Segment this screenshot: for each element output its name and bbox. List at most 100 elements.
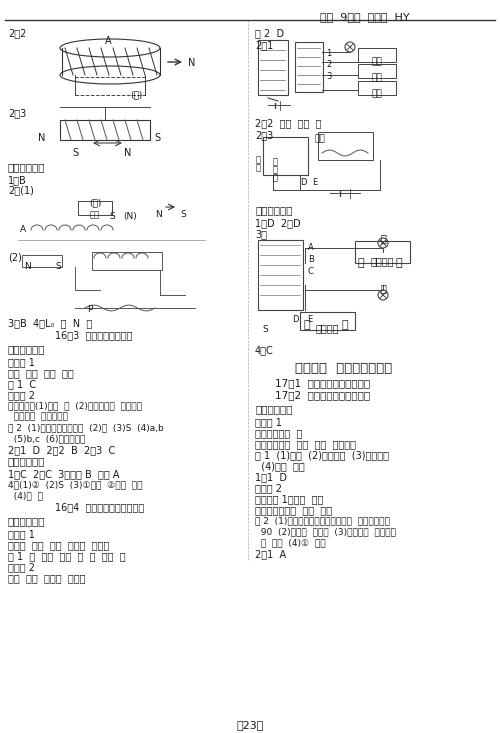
Text: 电源: 电源 — [90, 210, 100, 219]
Text: 2．1  D  2．2  B  2．3  C: 2．1 D 2．2 B 2．3 C — [8, 445, 115, 455]
Text: 电磁铁  弹簧  衔铁  动触点  静触点: 电磁铁 弹簧 衔铁 动触点 静触点 — [8, 540, 110, 550]
Text: N: N — [124, 148, 132, 158]
Text: 知识点 2: 知识点 2 — [255, 483, 282, 493]
Text: 90  (2)换向器  刚转过  (3)增大电流  增强磁场: 90 (2)换向器 刚转过 (3)增大电流 增强磁场 — [255, 527, 396, 536]
Text: 知识点 1: 知识点 1 — [255, 417, 282, 427]
Text: (＋): (＋) — [89, 198, 101, 207]
Text: 【课堂过关】: 【课堂过关】 — [8, 456, 46, 466]
Text: 【新知生成】: 【新知生成】 — [255, 404, 292, 414]
Text: B: B — [308, 255, 314, 264]
Text: 1．1  D: 1．1 D — [255, 472, 287, 482]
Bar — [263, 137, 308, 175]
Text: 例 2  (1)吸引小铁钉的数目  (2)左  (3)S  (4)a,b: 例 2 (1)吸引小铁钉的数目 (2)左 (3)S (4)a,b — [8, 423, 164, 432]
Text: 物理  9年级  全一册  HY: 物理 9年级 全一册 HY — [320, 12, 410, 22]
Bar — [60, 120, 150, 140]
Text: 例 1  (1)磁场  (2)电流方向  (3)磁场方向: 例 1 (1)磁场 (2)电流方向 (3)磁场方向 — [255, 450, 389, 460]
Text: 电  机械  (4)①  弹性: 电 机械 (4)① 弹性 — [255, 538, 326, 547]
Text: (2): (2) — [8, 253, 22, 263]
Text: E: E — [312, 178, 318, 187]
Text: 绿: 绿 — [380, 233, 386, 243]
Text: 3．B  4．L₀  右  N  左: 3．B 4．L₀ 右 N 左 — [8, 318, 92, 328]
Bar — [258, 40, 288, 95]
Text: E: E — [308, 315, 312, 324]
Text: ＋: ＋ — [395, 258, 402, 268]
Text: 1．D  2．D: 1．D 2．D — [255, 218, 300, 228]
Text: A: A — [308, 243, 314, 252]
Bar — [258, 240, 303, 310]
Text: 新知归纳：(1)电流  多  (2)电路的通断  电流大小: 新知归纳：(1)电流 多 (2)电路的通断 电流大小 — [8, 401, 142, 410]
Text: 【课堂过关】: 【课堂过关】 — [255, 205, 292, 215]
Text: 17．2  探究电动机转动的原理: 17．2 探究电动机转动的原理 — [275, 390, 370, 400]
Text: 知识点 2: 知识点 2 — [8, 390, 35, 400]
Text: 4．C: 4．C — [255, 345, 274, 355]
Text: 17．1  关于电动机转动的猜想: 17．1 关于电动机转动的猜想 — [275, 378, 370, 388]
Text: 【课堂过关】: 【课堂过关】 — [8, 162, 46, 172]
Text: N: N — [38, 133, 46, 143]
Text: S: S — [154, 133, 160, 143]
Text: 2．2: 2．2 — [8, 28, 26, 38]
Text: S: S — [55, 262, 61, 271]
Bar — [358, 81, 396, 95]
Text: 例 2  D: 例 2 D — [255, 28, 284, 38]
Bar — [78, 201, 112, 215]
Bar — [300, 312, 355, 330]
Text: －: － — [303, 320, 310, 330]
Text: 电源: 电源 — [372, 89, 382, 98]
Bar — [92, 252, 162, 270]
Text: 4．(1)②  (2)S  (3)①增大  ②电流  增大: 4．(1)② (2)S (3)①增大 ②电流 增大 — [8, 480, 142, 489]
Bar — [75, 77, 145, 95]
Text: 例 1  有  吸引  按钮  下  无  按钮  上: 例 1 有 吸引 按钮 下 无 按钮 上 — [8, 551, 126, 561]
Text: (N): (N) — [123, 212, 137, 221]
Text: 知识点 2: 知识点 2 — [8, 562, 35, 572]
Text: 2．2  不亮  充电  充: 2．2 不亮 充电 充 — [255, 118, 322, 128]
Text: －23－: －23－ — [236, 720, 264, 730]
Text: 高压电源: 高压电源 — [370, 256, 394, 266]
Text: 新知归纳 1：线圈  磁体: 新知归纳 1：线圈 磁体 — [255, 494, 324, 504]
Text: 知识点 1: 知识点 1 — [8, 357, 35, 367]
Text: A: A — [20, 225, 26, 234]
Text: N: N — [24, 262, 31, 271]
Text: A: A — [104, 36, 112, 46]
Text: 簧: 簧 — [256, 163, 260, 172]
Text: 例 2  (1)磁场对通电导体有力的作用  电流方向不同: 例 2 (1)磁场对通电导体有力的作用 电流方向不同 — [255, 516, 390, 525]
Text: S: S — [72, 148, 78, 158]
Text: S: S — [109, 212, 115, 221]
Text: 中: 中 — [272, 157, 278, 166]
Text: 1．C  2．C  3．衔铁 B  螺钉 A: 1．C 2．C 3．衔铁 B 螺钉 A — [8, 469, 119, 479]
Text: D: D — [292, 315, 298, 324]
Bar — [295, 42, 323, 92]
Text: 合作探究：静止  惯性  不能: 合作探究：静止 惯性 不能 — [255, 505, 332, 515]
Text: 【新知生成】: 【新知生成】 — [8, 516, 46, 526]
Bar — [358, 48, 396, 62]
Text: (4)大  多: (4)大 多 — [8, 491, 43, 500]
Text: 第十七章  电动机与发电机: 第十七章 电动机与发电机 — [295, 362, 392, 375]
Text: 2．3: 2．3 — [255, 130, 273, 140]
Text: 磁: 磁 — [272, 165, 278, 174]
Bar — [355, 241, 410, 263]
Text: 1: 1 — [326, 49, 331, 58]
Text: 1．B: 1．B — [8, 175, 27, 185]
Text: 低压电源: 低压电源 — [316, 323, 339, 333]
Text: 【新知生成】: 【新知生成】 — [8, 344, 46, 354]
Text: ＋: ＋ — [342, 320, 348, 330]
Bar — [22, 255, 62, 267]
Text: D: D — [300, 178, 306, 187]
Text: 2．(1): 2．(1) — [8, 185, 34, 195]
Text: S: S — [180, 210, 186, 219]
Bar — [318, 132, 373, 160]
Text: 线圈  铁芯  磁性  磁性: 线圈 铁芯 磁性 磁性 — [8, 368, 74, 378]
Text: 铁: 铁 — [272, 173, 278, 182]
Text: 3．: 3． — [255, 229, 267, 239]
Text: 新知归纳：力  电流  磁场  变得相反: 新知归纳：力 电流 磁场 变得相反 — [255, 439, 356, 449]
Text: 衔铁: 衔铁 — [314, 134, 326, 143]
Text: P: P — [88, 305, 92, 314]
Text: 知识点 1: 知识点 1 — [8, 529, 35, 539]
Text: 2．1: 2．1 — [255, 40, 273, 50]
Text: 控制  工作  高电压  强电流: 控制 工作 高电压 强电流 — [8, 573, 86, 583]
Text: 线圈匝数  电流的方向: 线圈匝数 电流的方向 — [8, 412, 68, 421]
Text: 例 1  C: 例 1 C — [8, 379, 36, 389]
Text: 2．1  A: 2．1 A — [255, 549, 286, 559]
Text: (4)机械  导电: (4)机械 导电 — [255, 461, 305, 471]
Text: C: C — [308, 267, 314, 276]
Text: (－): (－) — [130, 90, 142, 99]
